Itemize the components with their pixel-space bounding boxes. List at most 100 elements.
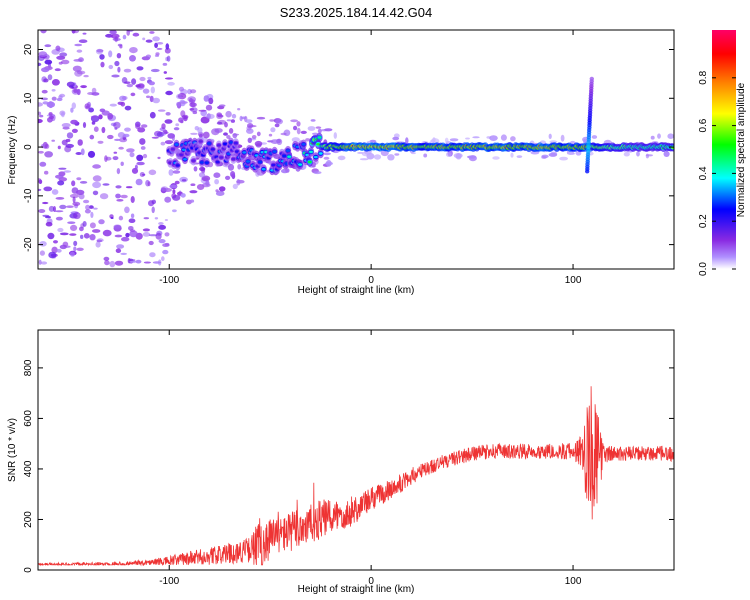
ridge-core [298, 163, 303, 166]
spectrogram-cell [218, 186, 226, 192]
spectrogram-cell [62, 241, 69, 247]
spectrogram-cell [198, 109, 207, 112]
spectrogram-cell [38, 118, 43, 124]
spectrogram-cell [285, 168, 290, 173]
spectrogram-cell [291, 137, 300, 143]
spectrogram-cell [47, 74, 53, 81]
x-tick-label: 100 [565, 275, 582, 286]
spectrogram-cell [149, 111, 156, 119]
spectrogram-cell [500, 134, 507, 141]
spectrogram-cell [41, 67, 50, 73]
spectrogram-cell [516, 155, 523, 159]
spectrogram-cell [162, 249, 169, 255]
spectrogram-cell [41, 89, 48, 94]
spectrogram-cell [270, 127, 276, 133]
spectrogram-cell [147, 181, 151, 187]
spectrogram-cell [119, 44, 123, 49]
spectrogram-cell [43, 78, 49, 83]
spectrogram-cell [237, 164, 242, 170]
spectrogram-cell [75, 152, 82, 155]
spectrogram-cell [59, 52, 68, 57]
spectrogram-cell [333, 132, 337, 139]
spectrogram-cell [84, 103, 91, 110]
spectrogram-cell [275, 118, 283, 125]
spectrogram-cell [139, 138, 146, 145]
spectrogram-cell [48, 112, 53, 116]
spectrogram-cell [157, 156, 161, 160]
ridge-core [198, 140, 203, 143]
spectrogram-cell [51, 189, 59, 195]
y-tick-label: 0 [23, 144, 34, 150]
spectrogram-cell [173, 127, 180, 131]
spectrogram-cell [92, 181, 102, 189]
spectrogram-cell [203, 95, 210, 102]
spectrogram-cell [270, 139, 280, 145]
spectrogram-cell [300, 130, 307, 134]
spectrogram-cell [98, 219, 105, 225]
ridge-core [210, 148, 215, 151]
spectrogram-cell [150, 68, 160, 73]
spectrogram-cell [99, 54, 105, 60]
spectrogram-cell [73, 88, 78, 93]
spectrogram-cell [148, 169, 157, 176]
spectrogram-cell [172, 194, 181, 201]
snr-panel: -100 0 100 0 200 400 600 800 Height of straigh… [7, 329, 675, 595]
ridge-core [216, 144, 221, 147]
ridge-core [219, 156, 224, 159]
spectrogram-cell [130, 213, 135, 219]
x-tick-label: 0 [368, 275, 374, 286]
spectrogram-cell [650, 135, 655, 140]
spectrogram-cell [115, 248, 122, 253]
colorbar: 0.0 0.2 0.4 0.6 0.8 Normalized spectral ampl… [698, 30, 747, 276]
colorbar-ticks: 0.0 0.2 0.4 0.6 0.8 [698, 70, 736, 276]
spectrogram-cell [55, 216, 63, 221]
spectrogram-cell [83, 199, 90, 204]
ridge-core [246, 160, 250, 163]
spectrogram-cell [46, 101, 55, 108]
spectrogram-cell [305, 138, 310, 142]
spectrogram-cell [61, 123, 71, 128]
ridge-core [229, 141, 233, 144]
spectrogram-cell [60, 59, 70, 65]
spectrogram-cell [70, 224, 78, 231]
spectrogram-cell [142, 232, 151, 237]
ridge-core [235, 150, 240, 153]
spectrogram-cell [44, 170, 49, 175]
spectrogram-cell [167, 133, 175, 139]
spectrogram-cell [165, 112, 171, 116]
spectrogram-cell [245, 119, 253, 123]
spectrogram-cell [44, 59, 53, 65]
spectrogram-cell [82, 32, 87, 35]
spectrogram-cell [126, 83, 133, 88]
spectrogram-cell [110, 33, 120, 39]
spectrogram-cell [148, 234, 158, 237]
spectrogram-cell [38, 188, 42, 192]
spectrogram-cell [181, 114, 189, 120]
spectrogram-cell [116, 244, 125, 249]
spectrogram-cell [164, 119, 173, 124]
spectrogram-cell [116, 53, 122, 59]
spectrogram-cell [92, 190, 99, 196]
spectrogram-x-ticks: -100 0 100 [159, 30, 582, 286]
snr-background [38, 330, 674, 570]
spectrogram-cell [59, 204, 67, 210]
spectrogram-cell [89, 234, 96, 241]
spectrogram-cell [293, 125, 298, 131]
spectrogram-cell [58, 167, 67, 170]
spectrogram-cell [156, 42, 164, 45]
spectrogram-cell [149, 31, 155, 34]
spectrogram-cell [163, 71, 167, 74]
ridge-core [258, 160, 263, 164]
spectrogram-cell [135, 178, 143, 186]
spectrogram-cell [38, 259, 42, 265]
spectrogram-cell [667, 133, 674, 139]
spectrogram-cell [373, 154, 382, 160]
spectrogram-cell [122, 34, 127, 40]
spectrogram-cell [139, 172, 145, 177]
spectrogram-cell [411, 152, 416, 155]
ridge-core [318, 152, 323, 155]
spectrogram-cell [91, 87, 97, 94]
spectrogram-cell [123, 68, 132, 73]
spectrogram-cell [88, 107, 94, 113]
spectrogram-cell [109, 30, 117, 35]
